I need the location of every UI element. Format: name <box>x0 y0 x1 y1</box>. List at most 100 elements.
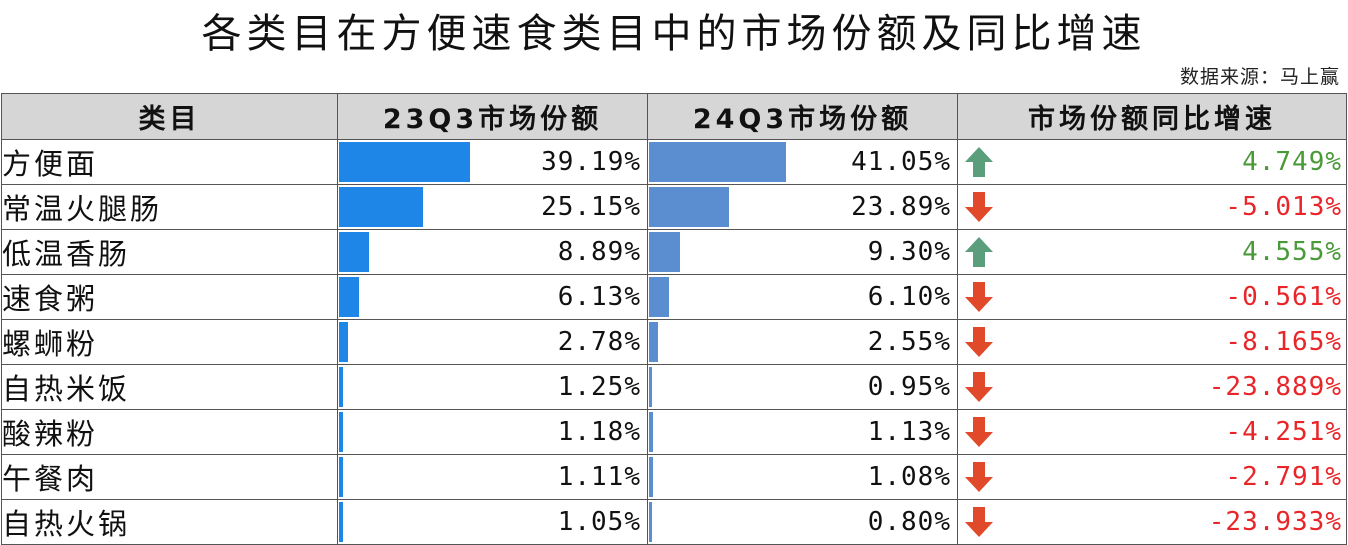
share-23q3-bar <box>339 142 470 182</box>
share-24q3-value: 41.05% <box>851 147 951 177</box>
category-label: 常温火腿肠 <box>1 184 338 230</box>
share-23q3-bar <box>339 412 343 452</box>
share-24q3-value: 1.08% <box>867 462 951 492</box>
share-24q3-bar <box>649 232 681 272</box>
category-label: 方便面 <box>1 139 338 185</box>
table-body: 方便面 39.19% 41.05% 4.749% 常温火腿肠 25.15% 23.89% -5… <box>1 139 1347 545</box>
share-24q3-value: 0.80% <box>867 507 951 537</box>
yoy-growth-value: -5.013% <box>1225 192 1342 222</box>
arrow-up-icon <box>965 237 993 267</box>
share-23q3-value: 25.15% <box>541 192 641 222</box>
share-24q3-cell: 23.89% <box>647 184 958 230</box>
yoy-growth-cell: -0.561% <box>957 274 1347 320</box>
share-23q3-cell: 8.89% <box>337 229 648 275</box>
yoy-growth-cell: -2.791% <box>957 454 1347 500</box>
share-23q3-value: 1.05% <box>557 507 641 537</box>
yoy-growth-value: -23.889% <box>1208 372 1342 402</box>
share-23q3-bar <box>339 457 343 497</box>
arrow-down-icon <box>965 507 993 537</box>
share-23q3-cell: 39.19% <box>337 139 648 185</box>
share-24q3-value: 6.10% <box>867 282 951 312</box>
arrow-down-icon <box>965 327 993 357</box>
share-23q3-value: 1.25% <box>557 372 641 402</box>
share-23q3-value: 1.18% <box>557 417 641 447</box>
share-24q3-cell: 2.55% <box>647 319 958 365</box>
share-24q3-cell: 9.30% <box>647 229 958 275</box>
share-23q3-cell: 1.18% <box>337 409 648 455</box>
share-23q3-bar <box>339 187 423 227</box>
header-yoy-growth: 市场份额同比增速 <box>957 93 1347 140</box>
arrow-down-icon <box>965 192 993 222</box>
yoy-growth-value: -23.933% <box>1208 507 1342 537</box>
share-23q3-cell: 1.05% <box>337 499 648 545</box>
share-24q3-bar <box>649 502 652 542</box>
yoy-growth-value: -0.561% <box>1225 282 1342 312</box>
header-23q3-share: 23Q3市场份额 <box>337 93 648 140</box>
arrow-down-icon <box>965 372 993 402</box>
yoy-growth-cell: 4.749% <box>957 139 1347 185</box>
table-row: 低温香肠 8.89% 9.30% 4.555% <box>1 229 1347 275</box>
share-24q3-bar <box>649 322 658 362</box>
yoy-growth-value: -2.791% <box>1225 462 1342 492</box>
category-label: 螺蛳粉 <box>1 319 338 365</box>
share-24q3-bar <box>649 187 729 227</box>
share-24q3-bar <box>649 277 670 317</box>
yoy-growth-value: 4.749% <box>1242 147 1342 177</box>
share-23q3-value: 8.89% <box>557 237 641 267</box>
category-label: 午餐肉 <box>1 454 338 500</box>
yoy-growth-value: -8.165% <box>1225 327 1342 357</box>
yoy-growth-cell: -8.165% <box>957 319 1347 365</box>
share-24q3-cell: 6.10% <box>647 274 958 320</box>
share-23q3-value: 6.13% <box>557 282 641 312</box>
share-24q3-bar <box>649 142 786 182</box>
share-24q3-value: 1.13% <box>867 417 951 447</box>
category-label: 酸辣粉 <box>1 409 338 455</box>
arrow-up-icon <box>965 147 993 177</box>
share-23q3-cell: 1.11% <box>337 454 648 500</box>
share-23q3-bar <box>339 502 343 542</box>
yoy-growth-cell: 4.555% <box>957 229 1347 275</box>
header-row: 类目 23Q3市场份额 24Q3市场份额 市场份额同比增速 <box>1 93 1347 140</box>
share-23q3-bar <box>339 277 360 317</box>
share-23q3-bar <box>339 367 344 407</box>
yoy-growth-value: 4.555% <box>1242 237 1342 267</box>
share-23q3-cell: 6.13% <box>337 274 648 320</box>
table-row: 自热米饭 1.25% 0.95% -23.889% <box>1 364 1347 410</box>
arrow-down-icon <box>965 417 993 447</box>
share-24q3-value: 23.89% <box>851 192 951 222</box>
share-24q3-value: 2.55% <box>867 327 951 357</box>
share-24q3-bar <box>649 367 653 407</box>
table-row: 午餐肉 1.11% 1.08% -2.791% <box>1 454 1347 500</box>
table-row: 方便面 39.19% 41.05% 4.749% <box>1 139 1347 185</box>
share-24q3-cell: 1.08% <box>647 454 958 500</box>
share-24q3-bar <box>649 412 653 452</box>
arrow-down-icon <box>965 462 993 492</box>
yoy-growth-cell: -23.889% <box>957 364 1347 410</box>
share-23q3-bar <box>339 232 369 272</box>
category-label: 速食粥 <box>1 274 338 320</box>
category-label: 自热米饭 <box>1 364 338 410</box>
data-source-note: 数据来源：马上赢 <box>1179 66 1340 88</box>
share-23q3-cell: 1.25% <box>337 364 648 410</box>
table-row: 常温火腿肠 25.15% 23.89% -5.013% <box>1 184 1347 230</box>
category-label: 低温香肠 <box>1 229 338 275</box>
share-23q3-value: 39.19% <box>541 147 641 177</box>
chart-title: 各类目在方便速食类目中的市场份额及同比增速 <box>201 11 1147 57</box>
share-23q3-value: 2.78% <box>557 327 641 357</box>
table-row: 酸辣粉 1.18% 1.13% -4.251% <box>1 409 1347 455</box>
share-24q3-value: 9.30% <box>867 237 951 267</box>
arrow-down-icon <box>965 282 993 312</box>
table-row: 螺蛳粉 2.78% 2.55% -8.165% <box>1 319 1347 365</box>
table-row: 自热火锅 1.05% 0.80% -23.933% <box>1 499 1347 545</box>
table-row: 速食粥 6.13% 6.10% -0.561% <box>1 274 1347 320</box>
yoy-growth-cell: -23.933% <box>957 499 1347 545</box>
market-share-table: 类目 23Q3市场份额 24Q3市场份额 市场份额同比增速 方便面 39.19% 4… <box>1 93 1347 545</box>
header-category: 类目 <box>1 93 338 140</box>
yoy-growth-cell: -5.013% <box>957 184 1347 230</box>
yoy-growth-value: -4.251% <box>1225 417 1342 447</box>
share-24q3-cell: 1.13% <box>647 409 958 455</box>
yoy-growth-cell: -4.251% <box>957 409 1347 455</box>
share-23q3-value: 1.11% <box>557 462 641 492</box>
header-24q3-share: 24Q3市场份额 <box>647 93 958 140</box>
share-24q3-cell: 0.80% <box>647 499 958 545</box>
